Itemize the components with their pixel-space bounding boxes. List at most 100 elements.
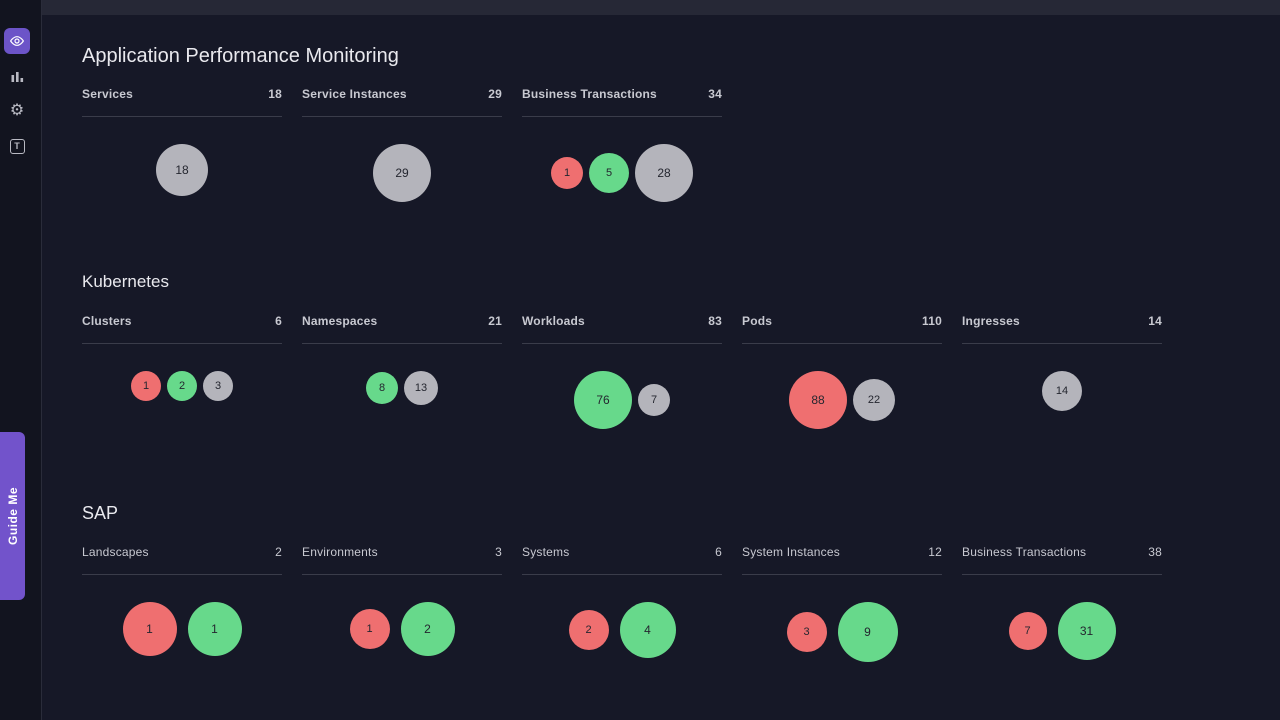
metric-count: 29 xyxy=(488,87,502,101)
metric-label: Systems xyxy=(522,544,570,559)
bubble-neutral[interactable]: 18 xyxy=(156,144,208,196)
metric-column-header: Namespaces 21 xyxy=(302,314,502,345)
bubble-cell: 1 5 28 xyxy=(522,144,722,202)
bubble-healthy[interactable]: 9 xyxy=(837,601,898,662)
bubble-healthy[interactable]: 76 xyxy=(574,371,632,430)
metric-label: Business Transactions xyxy=(522,87,657,101)
bubble-cluster: 88 22 xyxy=(789,371,895,430)
section-apm: Application Performance Monitoring Servic… xyxy=(82,44,1280,202)
bubble-neutral[interactable]: 28 xyxy=(635,144,693,202)
metric-label: Workloads xyxy=(522,314,585,329)
bubble-row: 18 29 1 5 28 xyxy=(82,144,1280,202)
bar-chart-icon-glyph xyxy=(11,71,23,82)
metric-label: Business Transactions xyxy=(962,544,1087,559)
metric-count: 21 xyxy=(488,314,502,329)
bubble-cell: 76 7 xyxy=(522,371,722,430)
metric-column-header: Clusters 6 xyxy=(82,314,282,345)
metric-column-header: Systems 6 xyxy=(522,545,722,575)
bubble-healthy[interactable]: 5 xyxy=(589,153,629,193)
bubble-healthy[interactable]: 4 xyxy=(619,601,676,658)
bubble-critical[interactable]: 2 xyxy=(568,609,609,650)
eye-icon[interactable] xyxy=(4,28,30,54)
metric-label: Pods xyxy=(742,314,773,329)
bubble-critical[interactable]: 3 xyxy=(786,611,827,652)
bubble-cluster: 76 7 xyxy=(574,371,670,430)
metric-label: Service Instances xyxy=(302,87,407,101)
metric-count: 110 xyxy=(922,314,942,329)
gear-icon[interactable]: ⚙ xyxy=(4,98,30,124)
metric-column-header: System Instances 12 xyxy=(742,545,942,575)
gear-icon-glyph: ⚙ xyxy=(9,102,25,119)
metric-label: Ingresses xyxy=(962,314,1020,329)
metric-column-header: Ingresses 14 xyxy=(962,314,1162,345)
bubble-healthy[interactable]: 2 xyxy=(167,371,197,402)
metric-count: 3 xyxy=(495,544,502,559)
bubble-critical[interactable]: 1 xyxy=(349,608,390,649)
metric-header-row: Clusters 6 Namespaces 21 Workloads 83 Pods 110 I… xyxy=(82,314,1280,345)
metric-label: System Instances xyxy=(742,544,840,559)
section-title: Kubernetes xyxy=(82,272,169,291)
metric-label: Namespaces xyxy=(302,314,378,329)
bubble-critical[interactable]: 1 xyxy=(131,371,161,402)
bubble-neutral[interactable]: 22 xyxy=(853,379,895,422)
bubble-cluster: 29 xyxy=(373,144,431,202)
metric-count: 83 xyxy=(708,314,722,329)
section-title: Application Performance Monitoring xyxy=(82,45,399,67)
metric-column-header: Business Transactions 34 xyxy=(522,87,722,117)
top-bar xyxy=(33,0,1280,15)
bubble-cell: 14 xyxy=(962,371,1162,412)
metric-count: 14 xyxy=(1148,314,1162,329)
guide-me-label: Guide Me xyxy=(5,486,20,545)
eye-icon-glyph xyxy=(9,36,25,46)
metric-column-header: Business Transactions 38 xyxy=(962,545,1162,575)
bar-chart-icon[interactable] xyxy=(4,63,30,89)
text-tool-icon-glyph: T xyxy=(9,138,25,154)
bubble-neutral[interactable]: 3 xyxy=(203,371,233,402)
metric-label: Services xyxy=(82,87,133,101)
metric-column-header: Landscapes 2 xyxy=(82,545,282,575)
bubble-critical[interactable]: 88 xyxy=(789,371,847,430)
bubble-critical[interactable]: 1 xyxy=(122,601,177,656)
sidebar: ⚙ T Guide Me xyxy=(0,0,42,720)
metric-column-header: Pods 110 xyxy=(742,314,942,345)
metric-count: 12 xyxy=(928,544,942,559)
section-kubernetes: Kubernetes Clusters 6 Namespaces 21 Workloads… xyxy=(82,272,1280,430)
bubble-healthy[interactable]: 8 xyxy=(366,372,398,405)
bubble-cell: 8 13 xyxy=(302,371,502,406)
bubble-cell: 7 31 xyxy=(962,601,1162,660)
bubble-neutral[interactable]: 29 xyxy=(373,144,431,202)
bubble-neutral[interactable]: 7 xyxy=(638,384,670,417)
bubble-healthy[interactable]: 1 xyxy=(187,601,242,656)
metric-count: 18 xyxy=(268,87,282,101)
bubble-cluster: 14 xyxy=(1042,371,1082,412)
bubble-cluster: 1 5 28 xyxy=(551,144,693,202)
bubble-row: 1 1 1 2 2 4 3 9 7 31 xyxy=(82,601,1280,662)
bubble-neutral[interactable]: 14 xyxy=(1042,371,1082,412)
bubble-critical[interactable]: 7 xyxy=(1008,611,1047,650)
main-content: Application Performance Monitoring Servic… xyxy=(43,15,1280,720)
bubble-row: 1 2 3 8 13 76 7 88 22 14 xyxy=(82,371,1280,430)
metric-label: Clusters xyxy=(82,314,132,329)
sidebar-icon-stack: ⚙ T xyxy=(0,0,33,159)
metric-column-header: Environments 3 xyxy=(302,545,502,575)
bubble-healthy[interactable]: 2 xyxy=(400,601,455,656)
metric-label: Landscapes xyxy=(82,544,149,559)
bubble-critical[interactable]: 1 xyxy=(551,157,583,189)
bubble-cell: 88 22 xyxy=(742,371,942,430)
metric-label: Environments xyxy=(302,544,378,559)
metric-count: 6 xyxy=(715,544,722,559)
metric-column-header: Services 18 xyxy=(82,87,282,117)
bubble-healthy[interactable]: 31 xyxy=(1057,601,1116,660)
guide-me-tab[interactable]: Guide Me xyxy=(0,432,25,600)
text-tool-icon[interactable]: T xyxy=(4,133,30,159)
bubble-neutral[interactable]: 13 xyxy=(404,371,438,406)
